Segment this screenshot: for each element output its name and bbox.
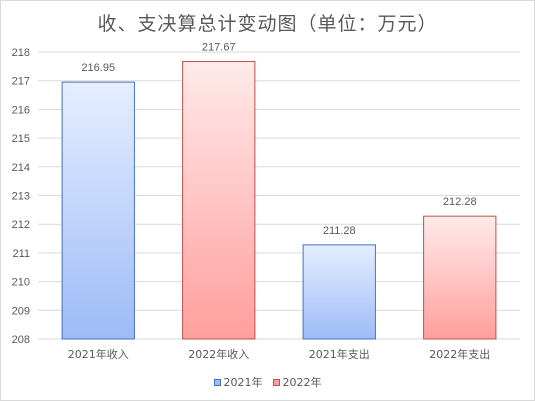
y-tick-label-217: 217: [12, 76, 30, 88]
legend-item-2021: 2021年: [213, 374, 263, 390]
data-label-0: 216.95: [81, 62, 115, 74]
legend-swatch-2021: [213, 378, 221, 386]
x-category-label-1: 2022年收入: [188, 347, 249, 361]
y-tick-label-209: 209: [12, 305, 30, 317]
y-tick-label-211: 211: [12, 248, 30, 260]
data-label-3: 212.28: [443, 196, 477, 208]
x-category-label-3: 2022年支出: [429, 347, 490, 361]
chart-title: 收、支决算总计变动图（单位：万元）: [97, 13, 438, 35]
y-tick-label-210: 210: [12, 277, 30, 289]
y-tick-label-215: 215: [12, 133, 30, 145]
y-tick-label-213: 213: [12, 191, 30, 203]
legend-item-2022: 2022年: [272, 374, 322, 390]
data-label-1: 217.67: [202, 41, 236, 53]
bar-1: [182, 60, 256, 340]
bar-0: [61, 81, 135, 340]
y-tick-label-214: 214: [12, 162, 30, 174]
legend-label-2022: 2022年: [282, 376, 322, 389]
bar-2: [302, 244, 376, 340]
legend: 2021年 2022年: [1, 374, 534, 390]
y-tick-label-218: 218: [12, 47, 30, 59]
y-tick-label-216: 216: [12, 104, 30, 116]
x-category-label-0: 2021年收入: [68, 347, 129, 361]
legend-label-2021: 2021年: [223, 376, 263, 389]
legend-swatch-2022: [272, 378, 280, 386]
bar-3: [423, 215, 497, 340]
x-category-label-2: 2021年支出: [309, 347, 370, 361]
y-tick-label-212: 212: [12, 219, 30, 231]
y-tick-label-208: 208: [12, 334, 30, 346]
data-label-2: 211.28: [323, 225, 356, 237]
